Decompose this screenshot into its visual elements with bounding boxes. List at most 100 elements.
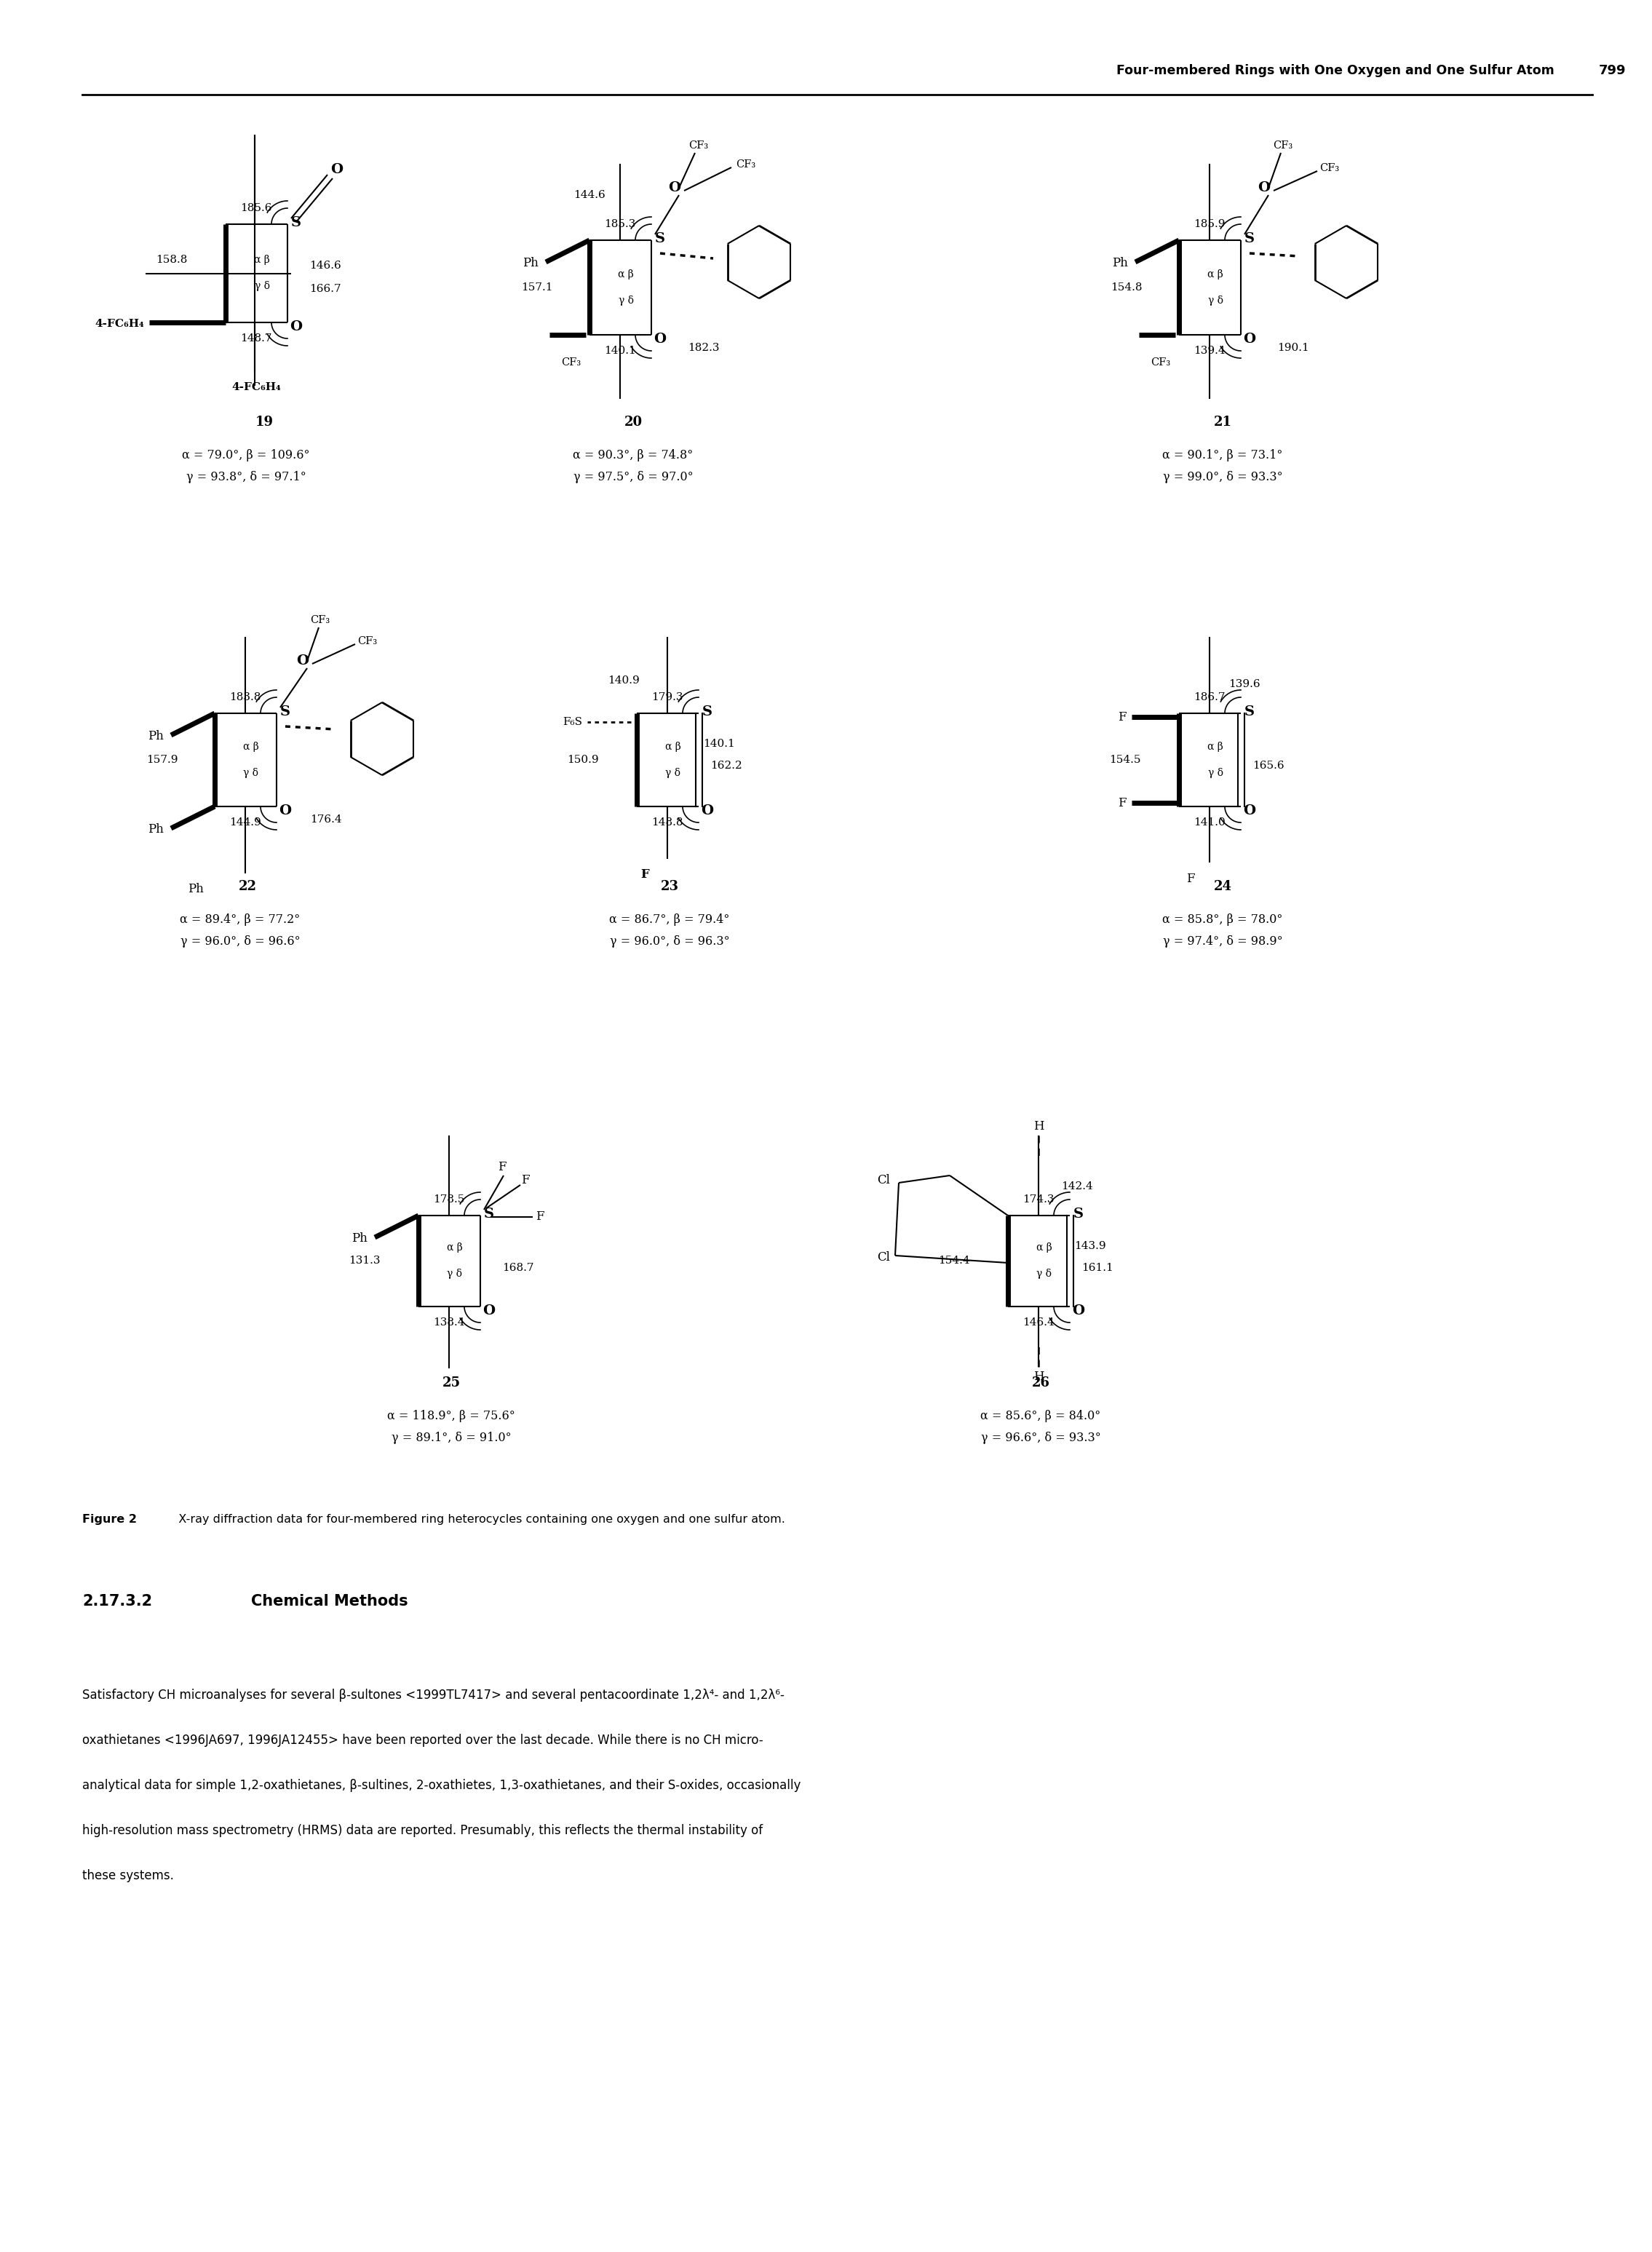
Text: α β: α β <box>1036 1243 1052 1252</box>
Text: 157.1: 157.1 <box>522 282 553 293</box>
Text: 148.7: 148.7 <box>240 333 273 345</box>
Text: 179.3: 179.3 <box>651 691 684 703</box>
Text: these systems.: these systems. <box>83 1869 173 1883</box>
Text: γ = 97.5°, δ = 97.0°: γ = 97.5°, δ = 97.0° <box>573 471 694 482</box>
Text: 140.9: 140.9 <box>608 676 639 685</box>
Text: CF₃: CF₃ <box>562 358 582 367</box>
Text: 176.4: 176.4 <box>311 815 342 824</box>
Text: S: S <box>1244 705 1254 718</box>
Text: 182.3: 182.3 <box>687 342 720 354</box>
Text: 19: 19 <box>254 417 273 428</box>
Text: 185.6: 185.6 <box>240 203 273 214</box>
Text: α = 85.6°, β = 84.0°: α = 85.6°, β = 84.0° <box>981 1410 1100 1421</box>
Text: F: F <box>1186 872 1194 885</box>
Text: α = 85.8°, β = 78.0°: α = 85.8°, β = 78.0° <box>1163 912 1284 926</box>
Text: O: O <box>654 333 666 347</box>
Text: oxathietanes <1996JA697, 1996JA12455> have been reported over the last decade. W: oxathietanes <1996JA697, 1996JA12455> ha… <box>83 1734 763 1748</box>
Text: 131.3: 131.3 <box>349 1257 380 1266</box>
Text: Cl: Cl <box>877 1252 890 1263</box>
Text: α = 79.0°, β = 109.6°: α = 79.0°, β = 109.6° <box>182 448 311 462</box>
Text: α β: α β <box>666 741 681 752</box>
Text: O: O <box>279 804 291 817</box>
Text: 161.1: 161.1 <box>1082 1263 1113 1272</box>
Text: O: O <box>1072 1304 1085 1317</box>
Text: 178.5: 178.5 <box>433 1194 464 1205</box>
Text: 174.3: 174.3 <box>1023 1194 1054 1205</box>
Text: α = 89.4°, β = 77.2°: α = 89.4°, β = 77.2° <box>180 912 301 926</box>
Text: γ = 96.6°, δ = 93.3°: γ = 96.6°, δ = 93.3° <box>981 1432 1100 1444</box>
Text: CF₃: CF₃ <box>1274 140 1294 151</box>
Text: O: O <box>700 804 714 817</box>
Text: Ph: Ph <box>352 1232 367 1245</box>
Text: S: S <box>484 1207 494 1221</box>
Text: O: O <box>291 320 302 333</box>
Text: γ = 97.4°, δ = 98.9°: γ = 97.4°, δ = 98.9° <box>1163 935 1282 948</box>
Text: 140.1: 140.1 <box>605 347 636 356</box>
Text: CF₃: CF₃ <box>311 615 330 626</box>
Text: α = 90.3°, β = 74.8°: α = 90.3°, β = 74.8° <box>573 448 694 462</box>
Text: 186.7: 186.7 <box>1194 691 1226 703</box>
Text: H: H <box>1032 1121 1044 1133</box>
Text: Figure 2: Figure 2 <box>83 1513 137 1525</box>
Text: γ δ: γ δ <box>1208 295 1222 306</box>
Text: S: S <box>702 705 712 718</box>
Text: O: O <box>1244 804 1256 817</box>
Text: 166.7: 166.7 <box>309 284 342 295</box>
Text: O: O <box>482 1304 496 1317</box>
Text: 25: 25 <box>443 1376 461 1389</box>
Text: 21: 21 <box>1214 417 1232 428</box>
Text: X-ray diffraction data for four-membered ring heterocycles containing one oxygen: X-ray diffraction data for four-membered… <box>167 1513 785 1525</box>
Text: Ph: Ph <box>188 883 203 896</box>
Text: α = 86.7°, β = 79.4°: α = 86.7°, β = 79.4° <box>610 912 730 926</box>
Text: F: F <box>497 1162 507 1173</box>
Text: S: S <box>1244 232 1254 245</box>
Text: Cl: Cl <box>877 1173 890 1187</box>
Text: 150.9: 150.9 <box>567 754 600 766</box>
Text: F: F <box>641 869 649 881</box>
Text: CF₃: CF₃ <box>737 160 757 169</box>
Text: γ δ: γ δ <box>666 768 681 779</box>
Text: CF₃: CF₃ <box>689 140 709 151</box>
Text: Ph: Ph <box>147 730 164 743</box>
Text: 142.4: 142.4 <box>1061 1182 1094 1191</box>
Text: 24: 24 <box>1214 881 1232 894</box>
Text: 190.1: 190.1 <box>1277 342 1308 354</box>
Text: α = 90.1°, β = 73.1°: α = 90.1°, β = 73.1° <box>1163 448 1284 462</box>
Text: 154.5: 154.5 <box>1110 754 1142 766</box>
Text: γ = 89.1°, δ = 91.0°: γ = 89.1°, δ = 91.0° <box>392 1432 510 1444</box>
Text: 138.4: 138.4 <box>433 1317 464 1329</box>
Text: CF₃: CF₃ <box>1151 358 1171 367</box>
Text: 168.7: 168.7 <box>502 1263 534 1272</box>
Text: 22: 22 <box>238 881 256 894</box>
Text: O: O <box>330 162 344 176</box>
Text: 154.8: 154.8 <box>1110 282 1143 293</box>
Text: 185.3: 185.3 <box>605 218 636 230</box>
Text: CF₃: CF₃ <box>1320 162 1340 173</box>
Text: γ = 99.0°, δ = 93.3°: γ = 99.0°, δ = 93.3° <box>1163 471 1282 482</box>
Text: F₆S: F₆S <box>563 716 582 727</box>
Text: γ δ: γ δ <box>254 282 269 291</box>
Text: 139.4: 139.4 <box>1194 347 1226 356</box>
Text: CF₃: CF₃ <box>357 635 377 646</box>
Text: γ δ: γ δ <box>1037 1268 1052 1279</box>
Text: 183.8: 183.8 <box>230 691 261 703</box>
Text: 148.8: 148.8 <box>651 817 684 826</box>
Text: analytical data for simple 1,2-oxathietanes, β-sultines, 2-oxathietes, 1,3-oxath: analytical data for simple 1,2-oxathieta… <box>83 1779 801 1793</box>
Text: 154.4: 154.4 <box>938 1257 970 1266</box>
Text: 139.6: 139.6 <box>1229 680 1260 689</box>
Text: Ph: Ph <box>522 257 539 270</box>
Text: 144.6: 144.6 <box>573 189 605 200</box>
Text: 146.6: 146.6 <box>309 261 342 270</box>
Text: 146.4: 146.4 <box>1023 1317 1054 1329</box>
Text: 140.1: 140.1 <box>704 739 735 750</box>
Text: 20: 20 <box>624 417 643 428</box>
Text: Four-membered Rings with One Oxygen and One Sulfur Atom: Four-membered Rings with One Oxygen and … <box>1117 63 1555 77</box>
Text: Chemical Methods: Chemical Methods <box>251 1594 408 1608</box>
Text: 157.9: 157.9 <box>147 754 178 766</box>
Text: O: O <box>1257 180 1270 194</box>
Text: α β: α β <box>1208 741 1222 752</box>
Text: α = 118.9°, β = 75.6°: α = 118.9°, β = 75.6° <box>387 1410 515 1421</box>
Text: 165.6: 165.6 <box>1252 761 1284 770</box>
Text: H: H <box>1032 1371 1044 1383</box>
Text: 144.9: 144.9 <box>230 817 261 826</box>
